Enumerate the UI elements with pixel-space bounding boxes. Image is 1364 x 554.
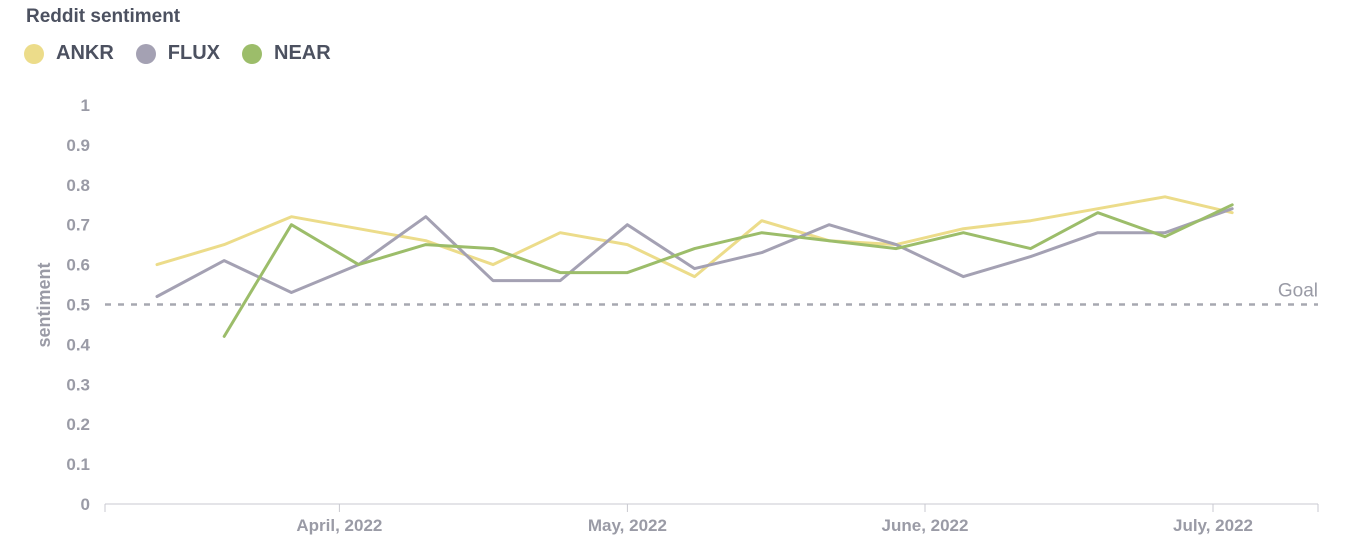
series-line-flux[interactable] [155, 207, 1234, 298]
y-tick-label: 0.7 [66, 216, 90, 235]
legend-label: ANKR [56, 42, 114, 64]
x-tick-label: June, 2022 [882, 516, 969, 535]
legend-item-flux[interactable]: FLUX [135, 42, 220, 65]
y-tick-label: 0.3 [66, 375, 90, 394]
x-tick-label: July, 2022 [1173, 516, 1253, 535]
y-tick-label: 0 [81, 495, 90, 514]
legend-swatch [242, 43, 262, 64]
legend-item-near[interactable]: NEAR [242, 42, 331, 65]
series-line-near[interactable] [222, 203, 1234, 338]
y-tick-label: 0.8 [66, 176, 90, 195]
x-tick-label: May, 2022 [588, 516, 667, 535]
y-tick-label: 0.5 [66, 296, 90, 315]
y-tick-label: 1 [81, 96, 90, 115]
chart-legend: ANKR FLUX NEAR [24, 42, 353, 65]
legend-label: FLUX [167, 42, 220, 64]
y-tick-label: 0.2 [66, 415, 90, 434]
legend-swatch [135, 43, 156, 64]
x-tick-label: April, 2022 [296, 516, 382, 535]
legend-item-ankr[interactable]: ANKR [24, 42, 114, 65]
series-line-ankr[interactable] [155, 195, 1234, 279]
y-tick-label: 0.6 [66, 256, 90, 275]
chart-title: Reddit sentiment [26, 6, 181, 27]
y-tick-label: 0.9 [66, 136, 90, 155]
y-tick-label: 0.1 [66, 455, 90, 474]
legend-label: NEAR [274, 42, 331, 64]
goal-label: Goal [1278, 281, 1318, 302]
legend-swatch [24, 43, 44, 64]
y-tick-label: 0.4 [66, 335, 90, 354]
y-axis-title: sentiment [34, 262, 54, 347]
